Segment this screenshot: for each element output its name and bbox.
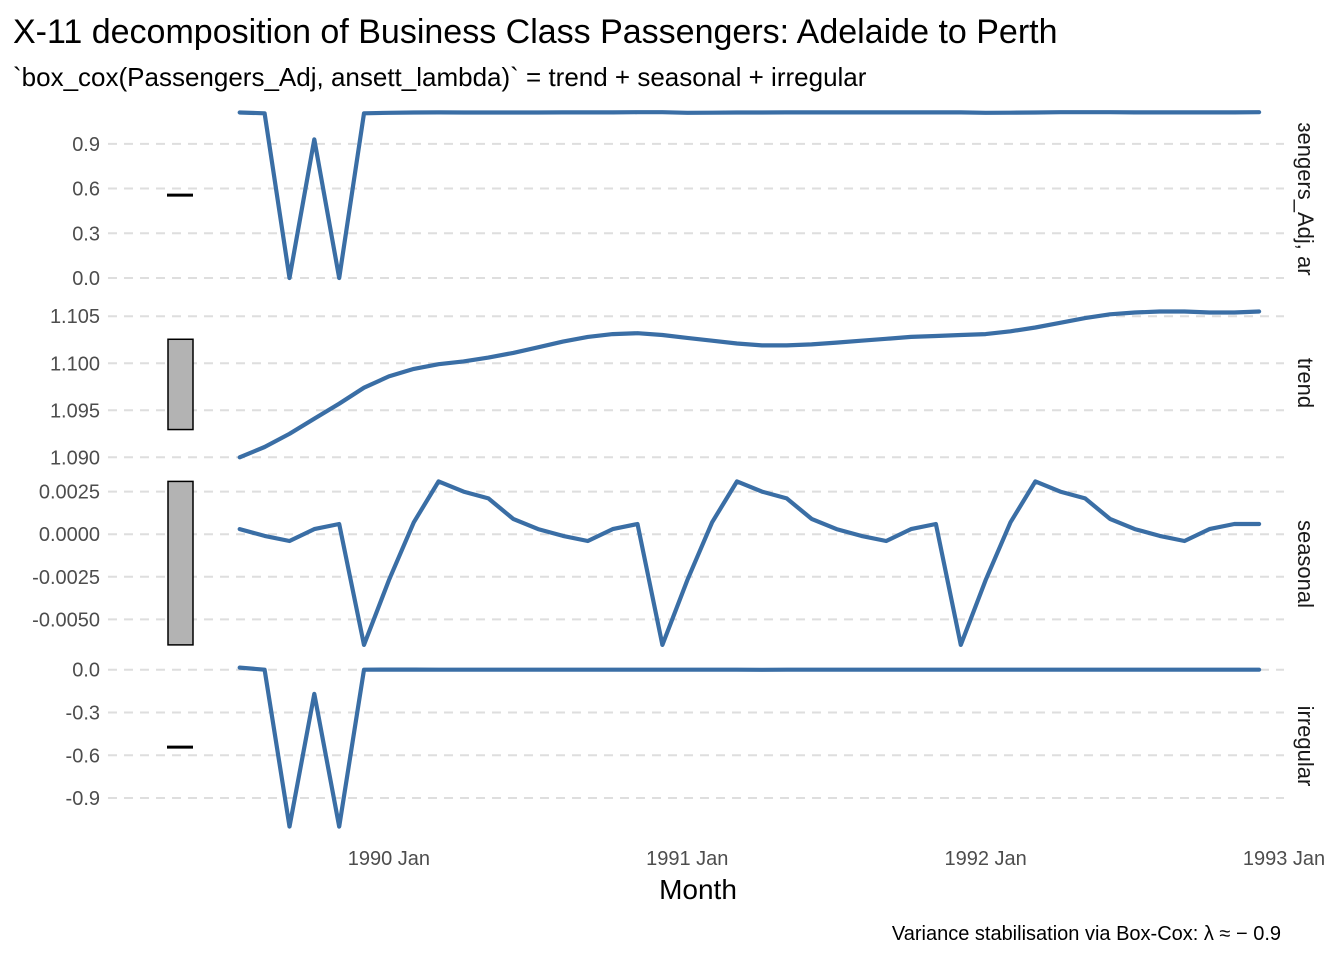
x-tick-label: 1990 Jan [348, 848, 430, 870]
y-tick-label: 0.6 [72, 179, 100, 201]
y-tick-label: 0.3 [72, 223, 100, 245]
series-line [240, 481, 1259, 645]
y-tick-label: 0.0025 [39, 482, 100, 504]
y-tick-label: -0.6 [66, 745, 100, 767]
chart-subtitle: `box_cox(Passengers_Adj, ansett_lambda)`… [13, 62, 867, 92]
y-tick-label: 1.090 [50, 447, 100, 469]
series-line [240, 668, 1259, 827]
x-tick-label: 1991 Jan [646, 848, 728, 870]
y-tick-label: -0.0050 [32, 609, 100, 631]
chart-caption: Variance stabilisation via Box-Cox: λ ≈ … [892, 923, 1281, 945]
y-tick-label: 0.9 [72, 134, 100, 156]
chart-title: X-11 decomposition of Business Class Pas… [13, 13, 1058, 51]
y-tick-label: 1.095 [50, 400, 100, 422]
facet-strip-label: seasonal [1293, 520, 1318, 608]
panel-trend: 1.090 1.095 1.100 1.105 trend [50, 306, 1318, 469]
scale-bar [168, 339, 193, 429]
y-tick-label: 0.0 [72, 268, 100, 290]
panel-seasonal: -0.0050 -0.0025 0.0000 0.0025 seasonal [32, 481, 1318, 645]
facet-strip-label: trend [1293, 358, 1318, 408]
facet-strip-label: ɜengers_Adj, ar [1293, 122, 1318, 275]
facet-panels: 0.0 0.3 0.6 0.9 ɜengers_Adj, ar 1.090 1.095 1.1… [32, 112, 1318, 826]
series-line [240, 312, 1259, 458]
x-tick-label: 1992 Jan [944, 848, 1026, 870]
y-tick-label: 0.0000 [39, 524, 100, 546]
y-tick-label: 1.105 [50, 306, 100, 328]
y-tick-label: 0.0 [72, 660, 100, 682]
x-tick-label: 1993 Jan [1243, 848, 1325, 870]
x-axis: 1990 Jan 1991 Jan 1992 Jan 1993 Jan [348, 848, 1325, 870]
y-tick-label: -0.3 [66, 702, 100, 724]
y-tick-label: -0.9 [66, 788, 100, 810]
panel--engers-adj-ar: 0.0 0.3 0.6 0.9 ɜengers_Adj, ar [72, 112, 1318, 290]
x-axis-label: Month [659, 874, 737, 905]
scale-bar [168, 481, 193, 644]
facet-strip-label: irregular [1293, 706, 1318, 787]
y-tick-label: -0.0025 [32, 567, 100, 589]
panel-irregular: -0.9 -0.6 -0.3 0.0 irregular [66, 660, 1319, 827]
series-line [240, 112, 1259, 278]
y-tick-label: 1.100 [50, 353, 100, 375]
